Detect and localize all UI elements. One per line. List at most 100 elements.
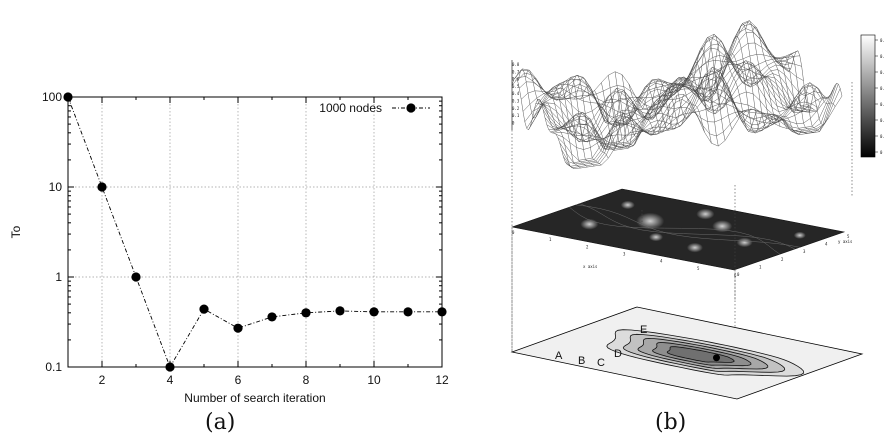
surface-mesh-line bbox=[511, 77, 568, 165]
colorbar-tick-label: 0. bbox=[880, 70, 885, 75]
surface-plot-svg: 0.8 0.7 0.6 0.5 0.4 0.3 0.2 0.1 0 0. 0. 0. 0. 0. 0. 0. 0… bbox=[510, 20, 885, 400]
x-tick-label: 3 bbox=[623, 252, 626, 257]
surface-mesh-line bbox=[683, 47, 740, 119]
surface-mesh-line bbox=[711, 52, 767, 134]
region-label: B bbox=[578, 355, 585, 367]
surface-mesh-line bbox=[553, 80, 609, 159]
surface-mesh-line bbox=[614, 71, 671, 133]
region-label: D bbox=[614, 348, 622, 360]
z-tick-label: 0.2 bbox=[512, 106, 520, 111]
surface-mesh-line bbox=[621, 74, 678, 131]
surface-mesh-line bbox=[566, 75, 623, 150]
surface-mesh-line bbox=[697, 33, 753, 123]
legend-label: 1000 nodes bbox=[319, 101, 382, 115]
colorbar-tick-label: 0. bbox=[880, 54, 885, 59]
surface-mesh-line bbox=[513, 21, 789, 108]
x-tick-label: 4 bbox=[660, 259, 663, 264]
surface-mesh-line bbox=[752, 26, 808, 134]
peak-marker bbox=[713, 354, 720, 362]
y-tick-label: 4 bbox=[825, 242, 828, 247]
caption-a: (a) bbox=[205, 410, 236, 435]
heatmap-bright-spot bbox=[712, 220, 733, 233]
heatmap-bright-spot bbox=[793, 231, 806, 239]
surface-mesh-line bbox=[773, 55, 829, 126]
colorbar-tick-label: 0 bbox=[880, 150, 883, 155]
surface-mesh-line bbox=[649, 77, 705, 133]
y-tick-label: 1 bbox=[55, 270, 62, 284]
x-tick-label: 5 bbox=[697, 266, 700, 271]
x-tick-label: 0 bbox=[512, 230, 515, 235]
surface-mesh-line bbox=[525, 69, 581, 169]
data-point bbox=[403, 307, 413, 317]
surface-mesh-line bbox=[548, 82, 824, 149]
heatmap-contour bbox=[579, 203, 795, 250]
colorbar bbox=[860, 34, 876, 158]
colorbar-tick-label: 0. bbox=[880, 102, 885, 107]
data-point bbox=[165, 362, 175, 372]
surface-mesh-line bbox=[676, 61, 733, 130]
surface-mesh-line bbox=[601, 82, 657, 138]
surface-mesh-line bbox=[745, 20, 801, 136]
y-tick-label: 10 bbox=[49, 180, 63, 194]
surface-mesh-line bbox=[608, 75, 664, 135]
surface-mesh-line bbox=[532, 77, 588, 168]
surface-mesh-line bbox=[580, 85, 637, 150]
x-tick-label: 4 bbox=[167, 373, 174, 387]
surface-mesh-line bbox=[518, 68, 574, 169]
y-tick-label: 2 bbox=[781, 257, 784, 262]
surface-mesh-line bbox=[642, 79, 698, 119]
heatmap-bright-spot bbox=[686, 242, 703, 253]
heatmap-bright-spot bbox=[696, 208, 715, 220]
x-tick-label: 10 bbox=[367, 373, 381, 387]
x-tick-label: 1 bbox=[549, 237, 552, 242]
colorbar-tick-label: 0. bbox=[880, 118, 885, 123]
heatmap-bright-spot bbox=[580, 218, 599, 230]
heatmap-bright-spot bbox=[620, 200, 635, 210]
data-point bbox=[267, 312, 277, 322]
x-tick-label: 2 bbox=[99, 373, 106, 387]
series-line bbox=[67, 96, 442, 369]
surface-mesh-line bbox=[759, 37, 815, 133]
surface-group: 0.8 0.7 0.6 0.5 0.4 0.3 0.2 0.1 0 0. 0. 0. 0. 0. 0. 0. 0… bbox=[510, 20, 885, 400]
legend-marker bbox=[406, 103, 416, 113]
surface-mesh-line bbox=[786, 50, 843, 112]
surface-mesh-line bbox=[656, 76, 712, 144]
data-point bbox=[437, 307, 447, 317]
heatmap-contour bbox=[576, 204, 800, 248]
z-tick-label: 0.3 bbox=[512, 99, 520, 104]
caption-b: (b) bbox=[655, 410, 687, 435]
plot-frame bbox=[67, 96, 443, 368]
surface-mesh-line bbox=[546, 83, 602, 166]
data-point bbox=[335, 306, 345, 316]
surface-mesh-line bbox=[725, 53, 781, 128]
surface-mesh-line bbox=[738, 23, 795, 132]
surface-mesh-line bbox=[704, 40, 760, 132]
heatmap-contour bbox=[569, 206, 780, 255]
y-tick-label: 1 bbox=[759, 264, 762, 269]
surface-mesh-line bbox=[669, 66, 726, 141]
colorbar-tick-label: 0. bbox=[880, 38, 885, 43]
x-axis-label: x axis bbox=[583, 264, 598, 269]
y-axis-label: To bbox=[9, 225, 23, 238]
surface-mesh-line bbox=[718, 60, 774, 131]
data-point bbox=[233, 323, 243, 333]
y-axis-label: y axis bbox=[838, 239, 853, 244]
surface-contour-figure: 0.8 0.7 0.6 0.5 0.4 0.3 0.2 0.1 0 0. 0. 0. 0. 0. 0. 0. 0… bbox=[460, 0, 891, 438]
surface-mesh-line bbox=[526, 38, 802, 129]
surface-mesh-line bbox=[779, 53, 836, 113]
heatmap-bright-spot bbox=[649, 232, 663, 242]
z-tick-label: 0 bbox=[512, 120, 515, 125]
data-point bbox=[131, 272, 141, 282]
x-axis-label: Number of search iteration bbox=[184, 391, 325, 405]
heatmap-bright-spot bbox=[636, 212, 665, 230]
surface-mesh-line bbox=[559, 76, 616, 148]
y-tick-label: 0.1 bbox=[45, 360, 62, 374]
x-tick-label: 2 bbox=[586, 244, 589, 249]
colorbar-tick-label: 0. bbox=[880, 86, 885, 91]
data-point bbox=[199, 304, 209, 314]
surface-mesh-line bbox=[731, 36, 788, 129]
surface-mesh-line bbox=[587, 94, 643, 149]
colorbar-tick-label: 0. bbox=[880, 134, 885, 139]
z-tick-label: 0.1 bbox=[512, 113, 520, 118]
heatmap-bright-spot bbox=[736, 237, 753, 248]
